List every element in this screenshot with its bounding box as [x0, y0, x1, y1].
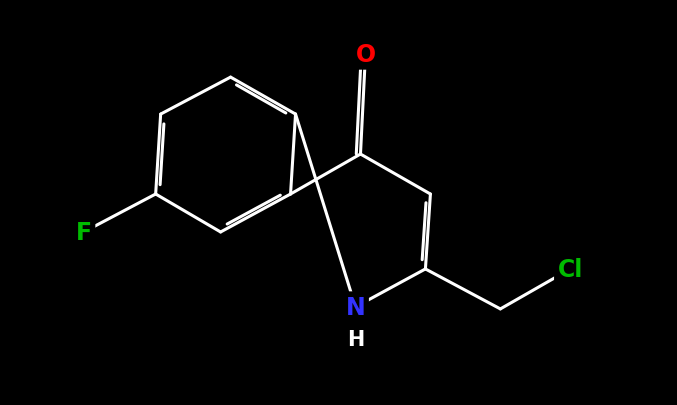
Text: O: O — [355, 43, 376, 67]
Text: N: N — [346, 295, 366, 319]
Text: F: F — [76, 220, 92, 244]
Text: H: H — [347, 329, 364, 349]
Text: Cl: Cl — [558, 257, 583, 281]
